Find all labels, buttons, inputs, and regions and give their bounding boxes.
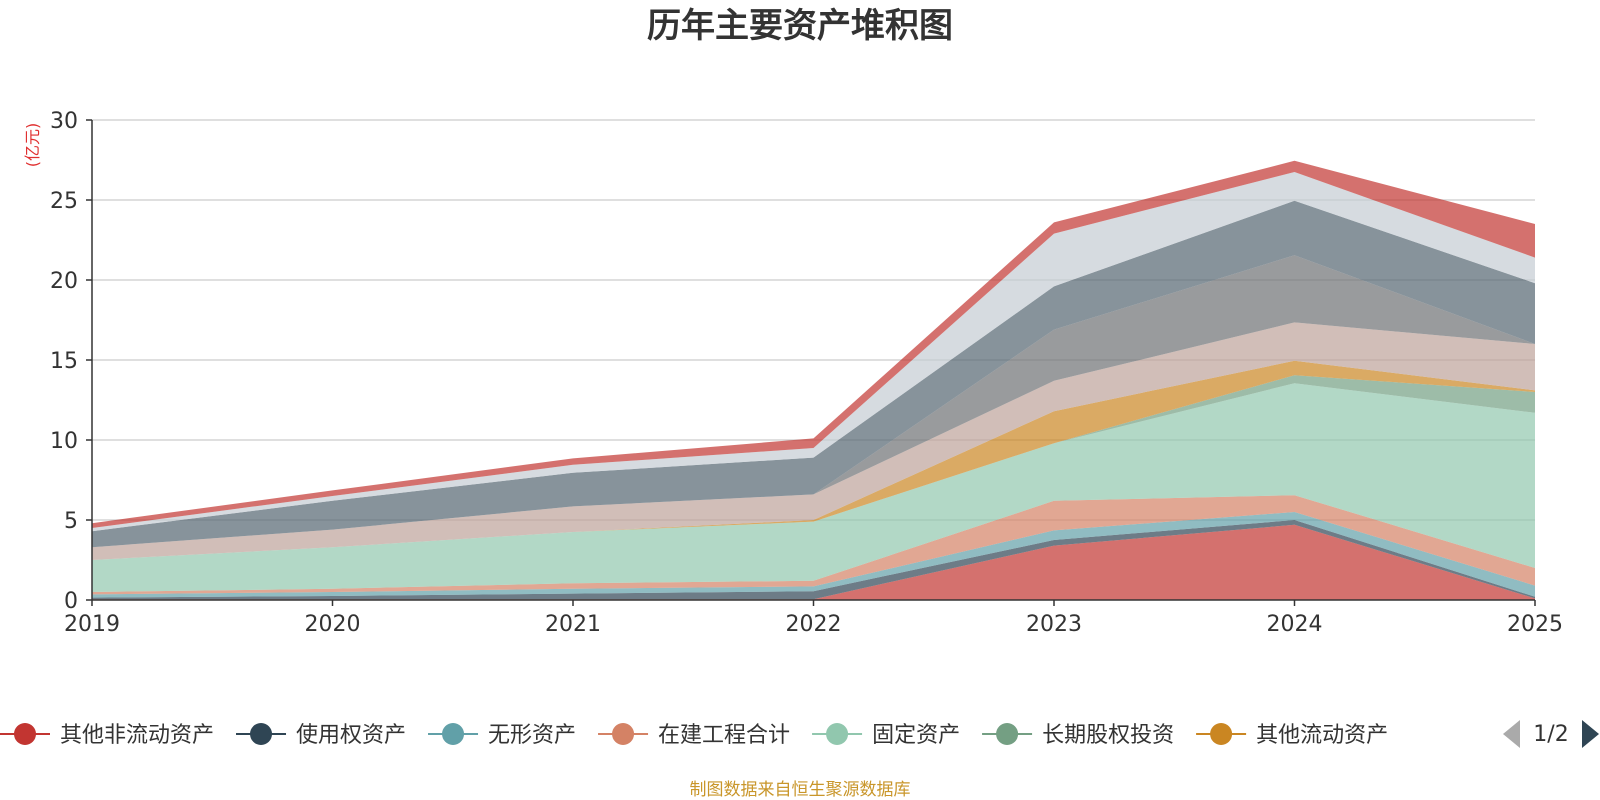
legend-page-indicator: 1/2 bbox=[1533, 722, 1568, 747]
area-series-6[interactable] bbox=[92, 375, 1535, 560]
legend-circle-marker bbox=[1210, 723, 1233, 745]
area-series-11[interactable] bbox=[92, 172, 1535, 532]
y-tick-label: 5 bbox=[64, 509, 78, 534]
y-tick-label: 30 bbox=[50, 109, 78, 134]
legend-circle-marker bbox=[826, 723, 849, 745]
area-series-group bbox=[92, 160, 1535, 600]
area-series-12[interactable] bbox=[92, 160, 1535, 529]
y-tick-label: 20 bbox=[50, 269, 78, 294]
area-series-9[interactable] bbox=[92, 255, 1535, 548]
area-series-8[interactable] bbox=[92, 322, 1535, 560]
legend-label: 其他非流动资产 bbox=[60, 723, 214, 748]
data-source-note: 制图数据来自恒生聚源数据库 bbox=[690, 780, 911, 800]
area-series-10[interactable] bbox=[92, 200, 1535, 548]
legend-pager: 1/2 bbox=[1503, 720, 1599, 748]
area-series-5[interactable] bbox=[92, 383, 1535, 592]
legend-label: 无形资产 bbox=[488, 723, 576, 748]
x-tick-label: 2022 bbox=[786, 612, 842, 637]
legend-next-triangle-right-icon[interactable] bbox=[1582, 720, 1599, 748]
y-tick-label: 25 bbox=[50, 189, 78, 214]
legend-prev-triangle-left-icon[interactable] bbox=[1503, 720, 1520, 748]
legend-item[interactable]: 长期股权投资 bbox=[982, 723, 1174, 748]
legend-label: 在建工程合计 bbox=[658, 723, 790, 748]
y-axis-unit-label: (亿元) bbox=[23, 123, 42, 168]
legend-label: 固定资产 bbox=[872, 723, 960, 748]
legend-item[interactable]: 固定资产 bbox=[812, 723, 960, 748]
y-tick-label: 0 bbox=[64, 589, 78, 614]
legend-item[interactable]: 在建工程合计 bbox=[598, 723, 790, 748]
x-tick-label: 2025 bbox=[1507, 612, 1563, 637]
legend-circle-marker bbox=[250, 723, 273, 745]
chart-title: 历年主要资产堆积图 bbox=[647, 6, 953, 46]
legend-circle-marker bbox=[996, 723, 1019, 745]
legend-item[interactable]: 其他流动资产 bbox=[1196, 723, 1388, 748]
x-tick-label: 2020 bbox=[305, 612, 361, 637]
legend-label: 长期股权投资 bbox=[1042, 723, 1174, 748]
area-series-7[interactable] bbox=[92, 360, 1535, 560]
legend-item[interactable]: 无形资产 bbox=[428, 723, 576, 748]
legend-label: 使用权资产 bbox=[296, 723, 406, 748]
y-tick-label: 10 bbox=[50, 429, 78, 454]
legend-circle-marker bbox=[14, 723, 36, 745]
legend-circle-marker bbox=[612, 723, 635, 745]
legend-label: 其他流动资产 bbox=[1256, 723, 1388, 748]
legend: 其他非流动资产 使用权资产 无形资产 在建工程合计 固定资产 长期股权投资 其他流动资产 bbox=[0, 723, 1388, 748]
legend-item[interactable]: 使用权资产 bbox=[236, 723, 406, 748]
area-series-1[interactable] bbox=[92, 524, 1535, 600]
y-tick-label: 15 bbox=[50, 349, 78, 374]
legend-item[interactable]: 其他非流动资产 bbox=[0, 723, 214, 748]
x-tick-label: 2023 bbox=[1026, 612, 1082, 637]
x-tick-label: 2019 bbox=[64, 612, 120, 637]
x-tick-label: 2021 bbox=[545, 612, 601, 637]
x-tick-label: 2024 bbox=[1267, 612, 1323, 637]
legend-circle-marker bbox=[442, 723, 465, 745]
area-series-4[interactable] bbox=[92, 495, 1535, 595]
